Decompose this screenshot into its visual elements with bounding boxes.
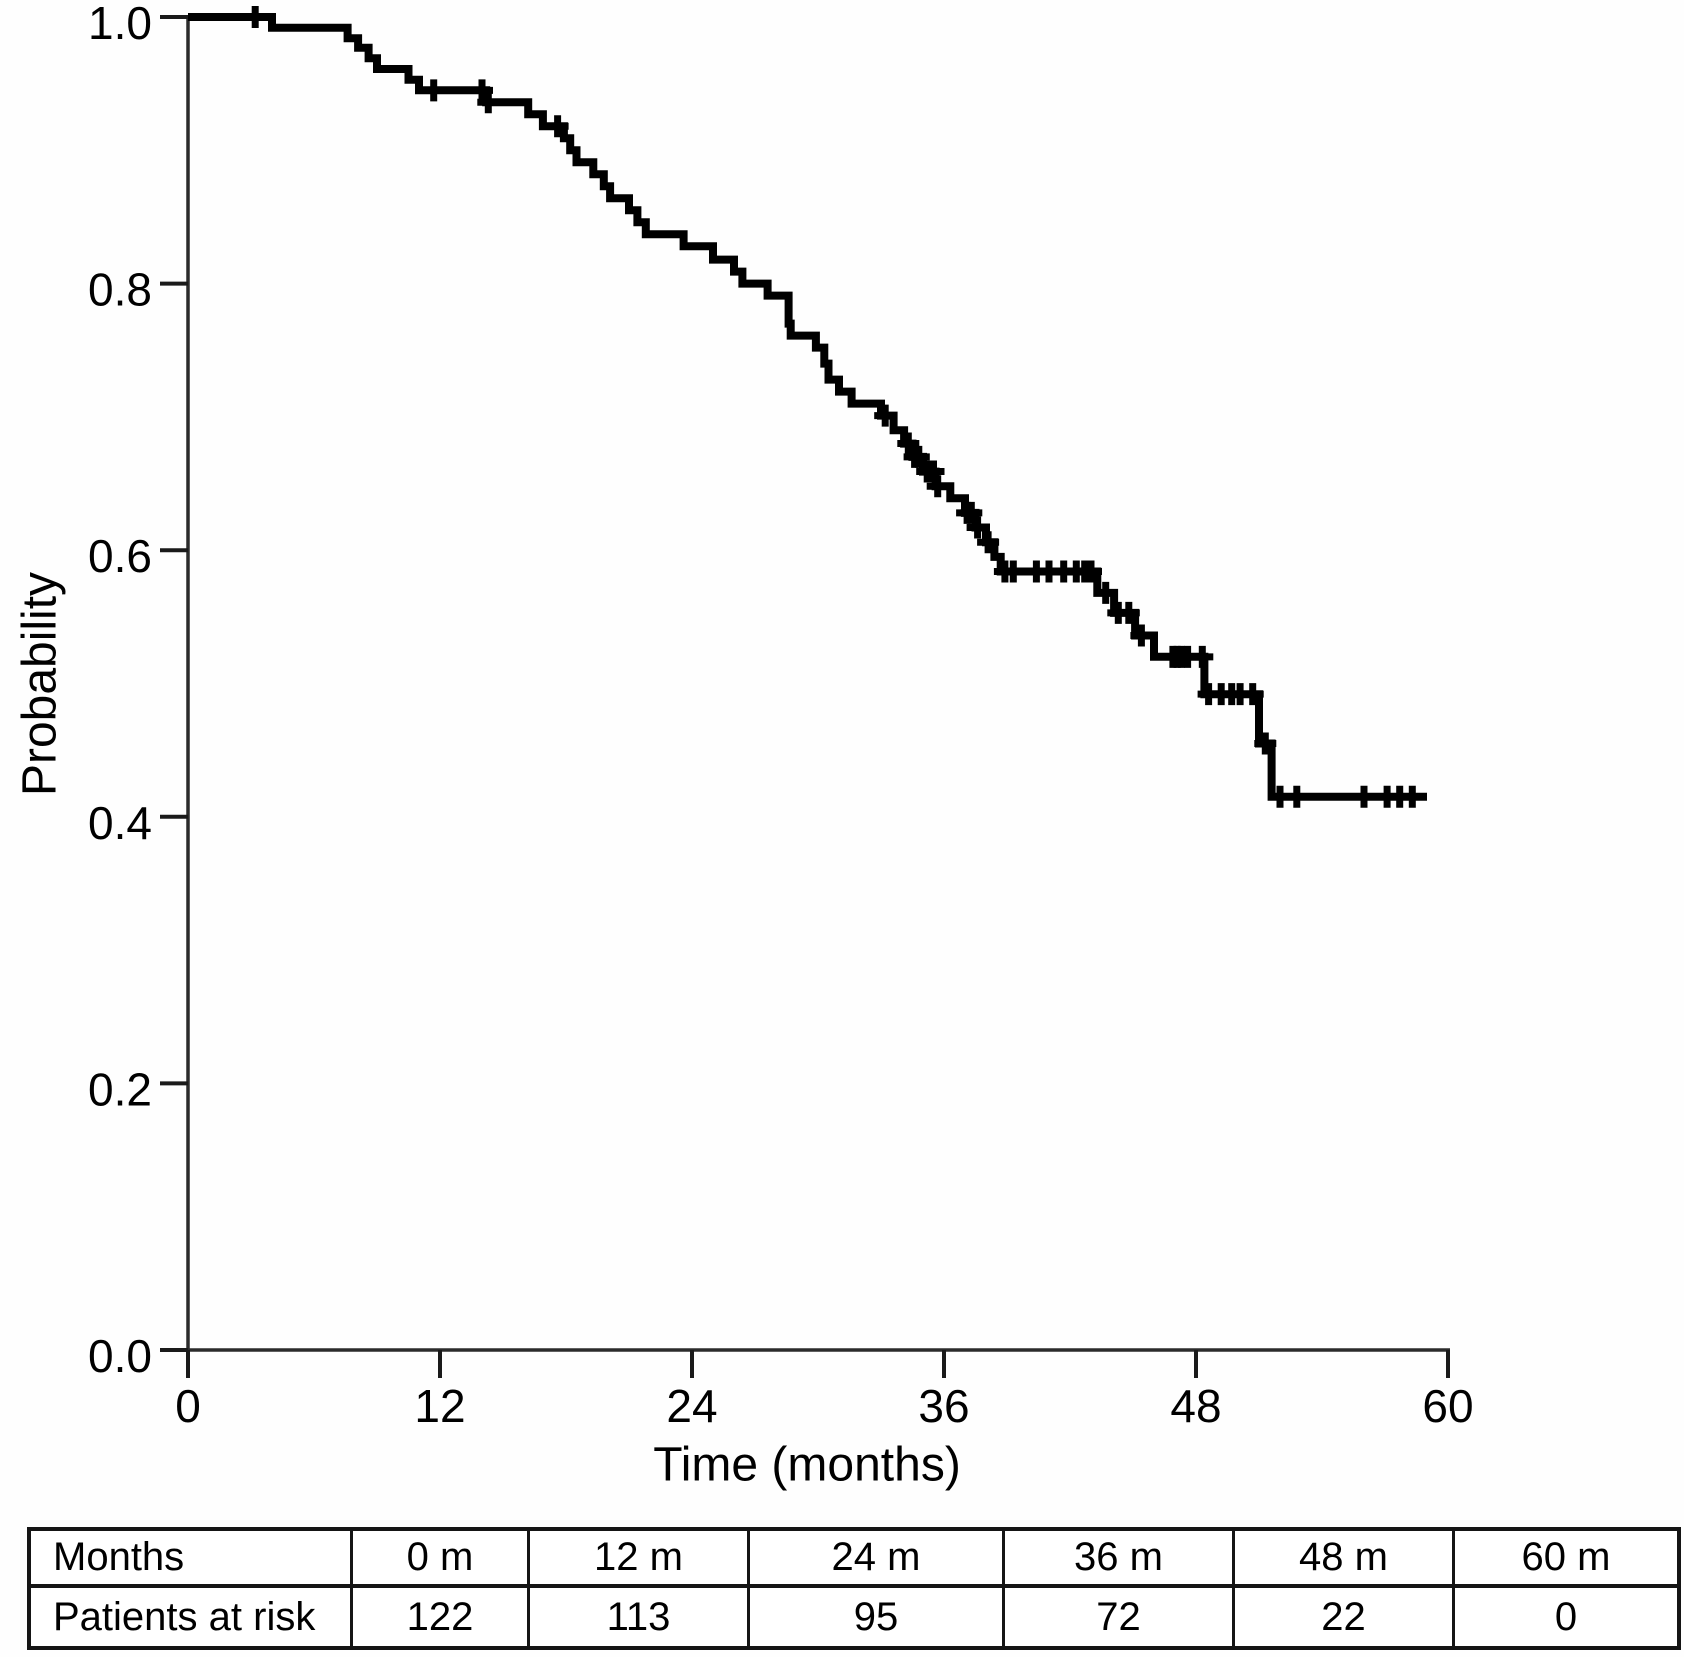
censor-mark — [1080, 560, 1102, 583]
censor-mark — [922, 460, 945, 483]
survival-curve — [188, 13, 1427, 801]
censor-mark — [926, 475, 949, 498]
x-tick-label: 24 — [666, 1380, 717, 1432]
censor-mark — [1254, 732, 1277, 755]
y-tick-label: 0.4 — [88, 797, 152, 849]
censor-mark — [1353, 785, 1375, 808]
censor-mark — [1401, 785, 1424, 808]
censor-mark — [244, 6, 267, 28]
censor-mark — [907, 445, 930, 468]
y-tick-label: 0.0 — [88, 1330, 152, 1382]
y-axis-ticks: 0.0 0.2 0.4 0.6 0.8 1.0 — [88, 0, 188, 1382]
risk-table-cell: 24 m — [747, 1531, 1002, 1588]
risk-table-cell: 0 m — [350, 1531, 527, 1588]
censor-mark — [874, 404, 897, 427]
risk-table-cell: 22 — [1232, 1588, 1452, 1646]
censor-mark — [1241, 683, 1264, 706]
risk-table-row-label: Months — [31, 1531, 350, 1588]
patients-at-risk-table: Months 0 m 12 m 24 m 36 m 48 m 60 m Pati… — [27, 1527, 1681, 1650]
risk-table-cell: 36 m — [1002, 1531, 1232, 1588]
x-axis-title: Time (months) — [653, 1439, 961, 1492]
x-tick-label: 60 — [1422, 1380, 1473, 1432]
censor-marks — [244, 6, 1424, 808]
km-chart: 0.0 0.2 0.4 0.6 0.8 1.0 0 12 24 36 48 60 Probabili… — [14, 0, 1474, 1492]
censor-mark — [1117, 601, 1140, 624]
risk-table-cell: 60 m — [1452, 1531, 1677, 1588]
censor-mark — [477, 91, 500, 114]
censor-mark — [897, 432, 920, 455]
censor-mark — [960, 501, 983, 524]
risk-table-cell: 122 — [350, 1588, 527, 1646]
risk-table-cell: 113 — [527, 1588, 747, 1646]
x-tick-label: 36 — [918, 1380, 969, 1432]
y-tick-label: 0.6 — [88, 530, 152, 582]
x-tick-label: 12 — [414, 1380, 465, 1432]
censor-mark — [966, 516, 989, 539]
censor-mark — [1191, 645, 1214, 668]
risk-table-cell: 72 — [1002, 1588, 1232, 1646]
y-axis-title: Probability — [14, 572, 67, 796]
y-tick-label: 0.8 — [88, 264, 152, 316]
censor-mark — [1094, 581, 1117, 604]
risk-table-cell: 48 m — [1232, 1531, 1452, 1588]
censor-mark — [1285, 785, 1308, 808]
censor-mark — [422, 79, 445, 102]
censor-mark — [977, 531, 1000, 554]
censor-mark — [471, 79, 493, 102]
y-tick-label: 0.2 — [88, 1063, 152, 1115]
x-tick-label: 0 — [175, 1380, 201, 1432]
risk-table-cell: 12 m — [527, 1531, 747, 1588]
x-axis-ticks: 0 12 24 36 48 60 — [175, 1350, 1474, 1432]
censor-mark — [546, 115, 569, 138]
y-tick-label: 1.0 — [88, 0, 152, 49]
risk-table-cell: 0 — [1452, 1588, 1677, 1646]
axes — [186, 15, 1450, 1352]
censor-mark — [1130, 624, 1153, 647]
x-tick-label: 48 — [1170, 1380, 1221, 1432]
risk-table-cell: 95 — [747, 1588, 1002, 1646]
risk-table-row-label: Patients at risk — [53, 1594, 316, 1639]
censor-mark — [1002, 560, 1025, 583]
